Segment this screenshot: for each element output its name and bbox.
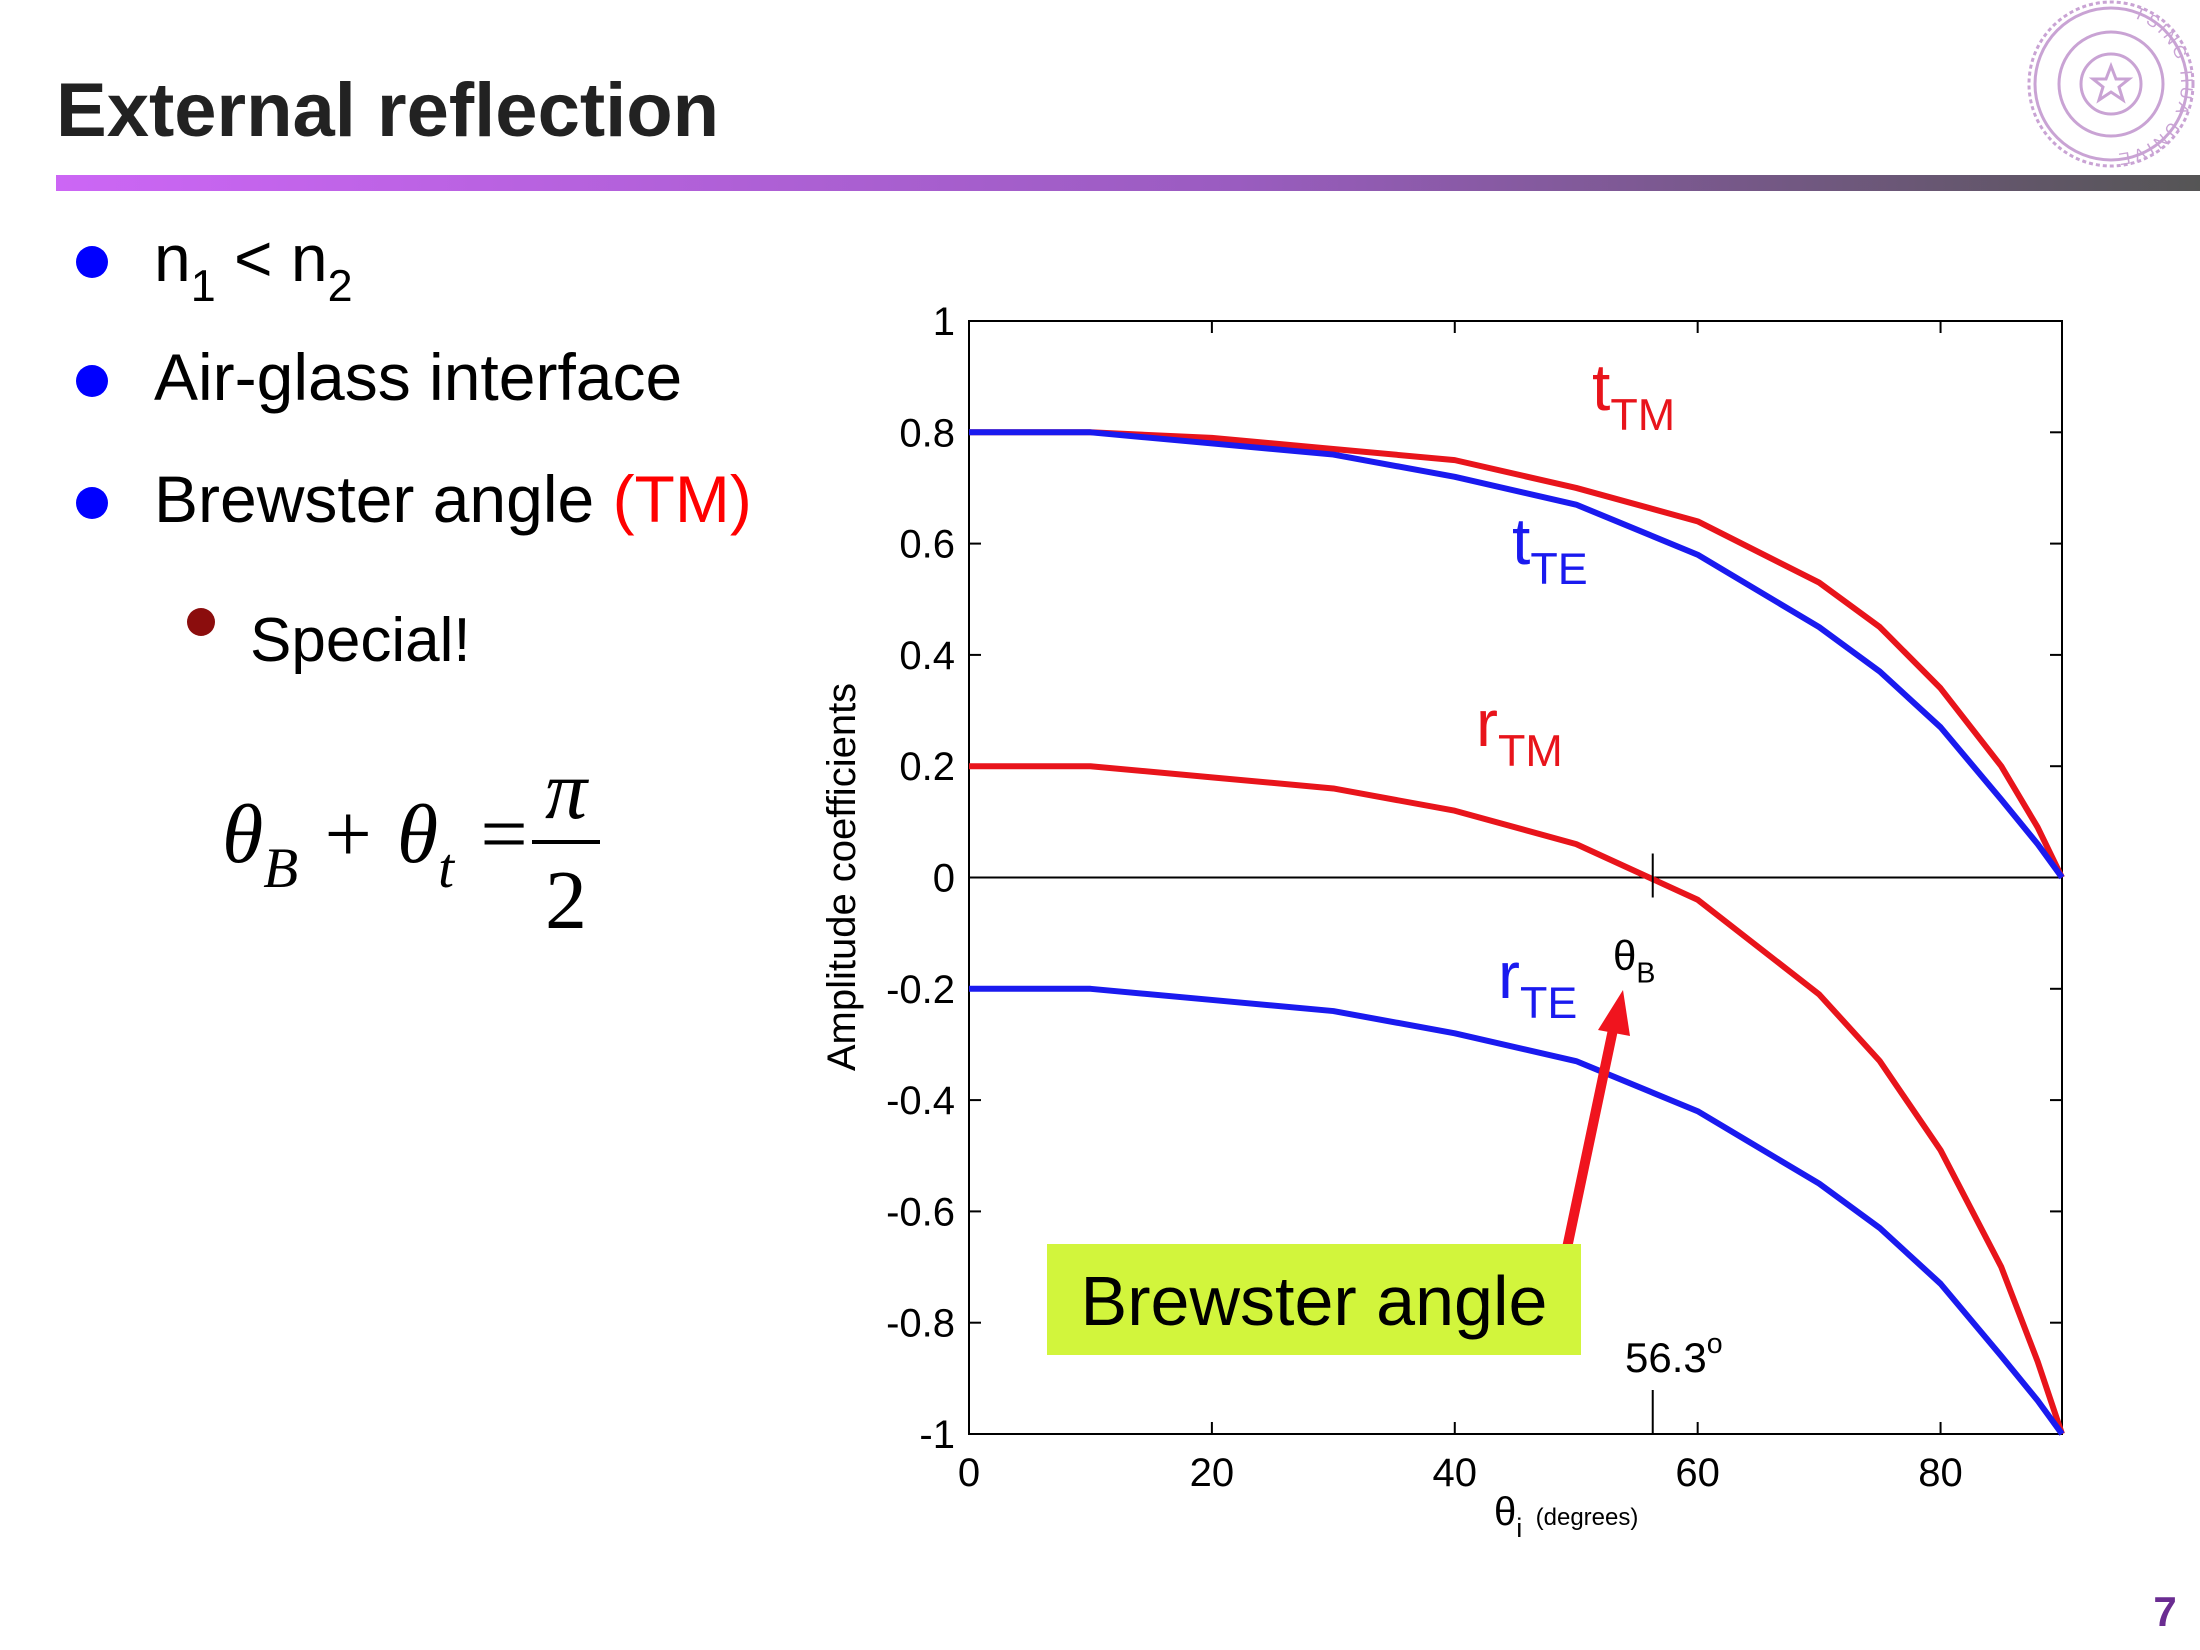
text-part: = — [454, 788, 553, 881]
arrow-shaft — [1562, 1018, 1620, 1250]
sub-bullet-text: Special! — [250, 606, 471, 675]
series-label: tTE — [1512, 504, 1588, 594]
text-part: TE — [1520, 977, 1577, 1028]
brewster-label: 56.3o — [1625, 1328, 1723, 1381]
y-tick-label: -0.2 — [886, 968, 955, 1012]
y-tick-label: -0.4 — [886, 1079, 955, 1123]
page-number: 7 — [2153, 1588, 2176, 1635]
bullet-text: n1 < n2 — [154, 221, 353, 311]
x-axis-label: θi (degrees) — [1494, 1490, 1638, 1543]
sub-bullet-dot — [187, 608, 215, 636]
bullet-dot — [76, 365, 108, 397]
series-label: rTE — [1498, 938, 1577, 1028]
y-axis-label: Amplitude coefficients — [820, 683, 864, 1071]
text-part: θ — [397, 788, 438, 881]
text-part: B — [263, 837, 298, 900]
callout-box — [1047, 1244, 1581, 1355]
text-part: TM — [1498, 725, 1563, 776]
x-tick-label: 20 — [1190, 1451, 1235, 1495]
text-part: (degrees) — [1522, 1504, 1638, 1531]
text-part: θ — [1613, 932, 1636, 979]
text-part: t — [1592, 350, 1610, 424]
text-part: TM — [1610, 389, 1675, 440]
y-tick-label: 0.8 — [899, 411, 955, 455]
y-tick-label: -0.6 — [886, 1190, 955, 1234]
text-part: B — [1636, 958, 1655, 990]
x-tick-label: 80 — [1918, 1451, 1963, 1495]
x-tick-label: 0 — [958, 1451, 980, 1495]
bullet-text: Brewster angle (TM) — [154, 462, 752, 536]
arrow-head — [1598, 990, 1630, 1036]
equation-denominator: 2 — [545, 854, 587, 947]
text-part: r — [1476, 686, 1498, 760]
text-part: θ — [222, 788, 263, 881]
text-part: 56.3 — [1625, 1334, 1707, 1381]
text-part: + — [298, 788, 397, 881]
title-rule — [56, 175, 2200, 191]
equation-numerator: π — [545, 744, 590, 837]
y-tick-label: 1 — [933, 300, 955, 344]
bullet-dot — [76, 246, 108, 278]
bullet-text: Air-glass interface — [154, 340, 682, 414]
x-tick-label: 60 — [1675, 1451, 1720, 1495]
y-tick-label: 0.6 — [899, 523, 955, 567]
y-tick-label: 0 — [933, 857, 955, 901]
y-tick-label: 0.4 — [899, 634, 955, 678]
text-part: Brewster angle — [154, 462, 613, 536]
text-part: Special! — [250, 606, 471, 675]
text-part: o — [1707, 1328, 1723, 1360]
series-line — [969, 429, 2065, 879]
callout-text: Brewster angle — [1081, 1262, 1548, 1340]
text-part: r — [1498, 938, 1520, 1012]
text-part: θ — [1494, 1490, 1516, 1534]
equation: θB + θt = — [222, 788, 553, 900]
text-part: n — [154, 221, 191, 295]
text-part: t — [438, 837, 456, 900]
series-line — [969, 429, 2065, 880]
logo — [2027, 0, 2195, 168]
series-line — [969, 985, 2065, 1436]
text-part: 2 — [328, 260, 353, 311]
text-part: 1 — [191, 260, 216, 311]
y-tick-label: 0.2 — [899, 745, 955, 789]
series-label: tTM — [1592, 350, 1675, 440]
y-tick-label: -0.8 — [886, 1302, 955, 1346]
x-tick-label: 40 — [1433, 1451, 1478, 1495]
slide-title: External reflection — [56, 68, 719, 153]
brewster-symbol: θB — [1613, 932, 1655, 990]
text-part: TE — [1530, 543, 1587, 594]
text-part: < n — [216, 221, 328, 295]
y-tick-label: -1 — [919, 1413, 955, 1457]
text-part: Air-glass interface — [154, 340, 682, 414]
text-part: t — [1512, 504, 1530, 578]
series-line — [969, 763, 2065, 1435]
bullet-dot — [76, 487, 108, 519]
text-part: i — [1516, 1512, 1522, 1543]
series-label: rTM — [1476, 686, 1563, 776]
text-part: (TM) — [613, 462, 752, 536]
